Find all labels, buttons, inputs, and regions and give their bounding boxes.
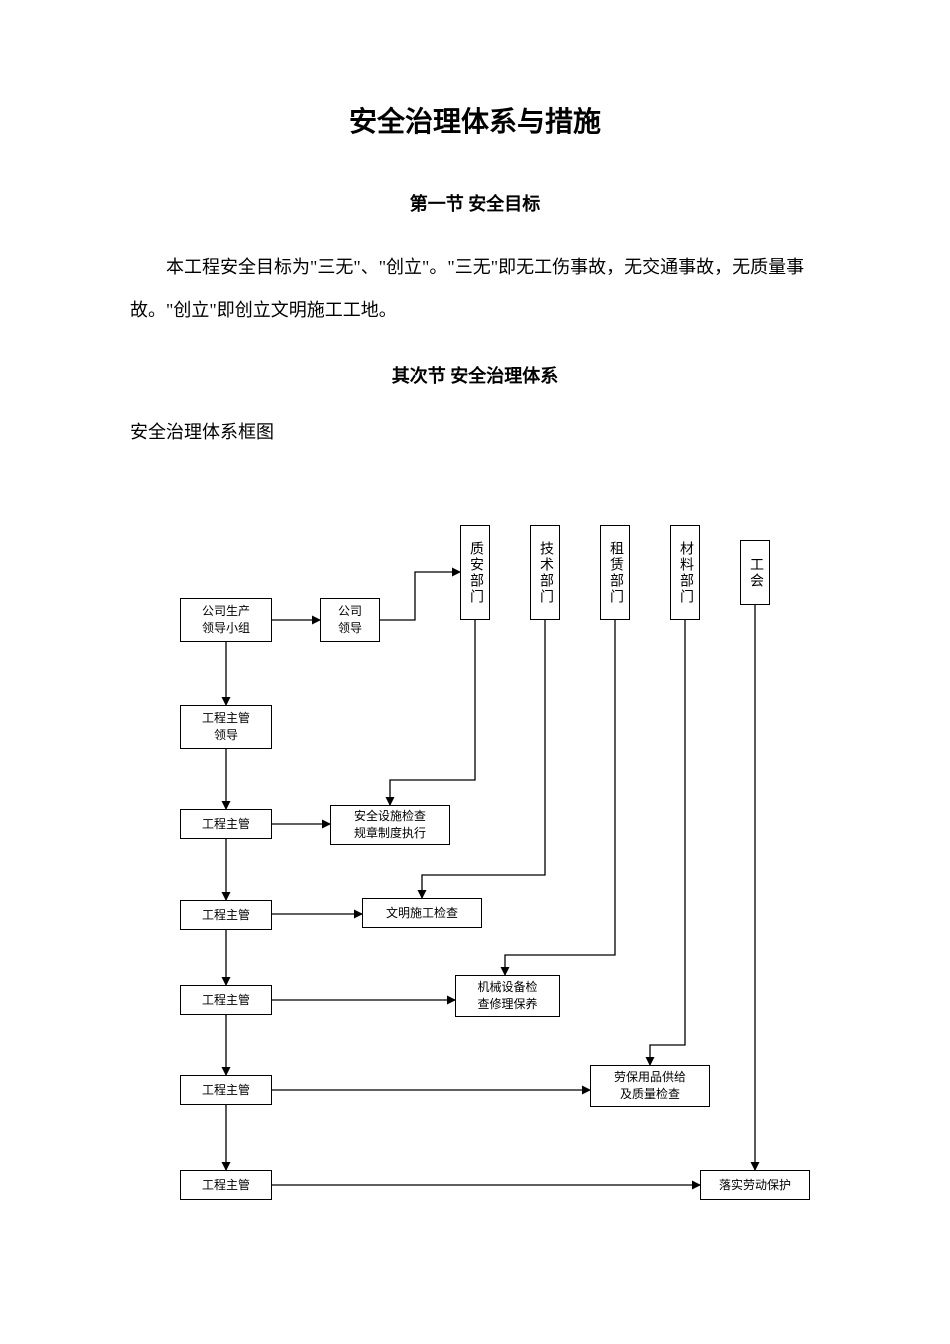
flowchart-node-n_company_group: 公司生产领导小组 [180,598,272,642]
flowchart-edge [422,620,545,898]
flowchart-node-n_civ_check: 文明施工检查 [362,898,482,928]
flowchart-node-n_dept_tech: 技术部门 [530,525,560,620]
section-1-heading: 第一节 安全目标 [130,190,820,216]
flowchart-node-n_labor_protect: 落实劳动保护 [700,1170,810,1200]
flowchart-node-n_dept_lease: 租赁部门 [600,525,630,620]
flowchart-node-n_company_lead: 公司领导 [320,598,380,642]
flowchart-edge [390,620,475,805]
flowchart-edge [505,620,615,975]
flowchart-node-n_dept_material: 材料部门 [670,525,700,620]
flowchart-edge [380,572,460,620]
section-2-heading: 其次节 安全治理体系 [130,362,820,388]
flowchart-caption: 安全治理体系框图 [130,418,820,444]
flowchart-node-n_pm5: 工程主管 [180,1170,272,1200]
flowchart-node-n_dept_union: 工会 [740,540,770,605]
paragraph-1: 本工程安全目标为"三无"、"创立"。"三无"即无工伤事故，无交通事故，无质量事故… [130,246,820,332]
flowchart-node-n_pm1: 工程主管 [180,809,272,839]
flowchart-node-n_labor_supply: 劳保用品供给及质量检查 [590,1065,710,1107]
flowchart-node-n_dept_qa: 质安部门 [460,525,490,620]
flowchart-node-n_pm3: 工程主管 [180,985,272,1015]
flowchart-node-n_proj_lead: 工程主管领导 [180,705,272,749]
flowchart-edge [650,620,685,1065]
flowchart-node-n_safety_check: 安全设施检查规章制度执行 [330,805,450,845]
flowchart-node-n_mech_check: 机械设备检查修理保养 [455,975,560,1017]
flowchart-node-n_pm4: 工程主管 [180,1075,272,1105]
flowchart-node-n_pm2: 工程主管 [180,900,272,930]
flowchart-container: 公司生产领导小组 公司领导 质安部门 技术部门 租赁部门 材料部门 工会工程主管领导工程主管… [130,520,820,1240]
page-title: 安全治理体系与措施 [130,100,820,140]
